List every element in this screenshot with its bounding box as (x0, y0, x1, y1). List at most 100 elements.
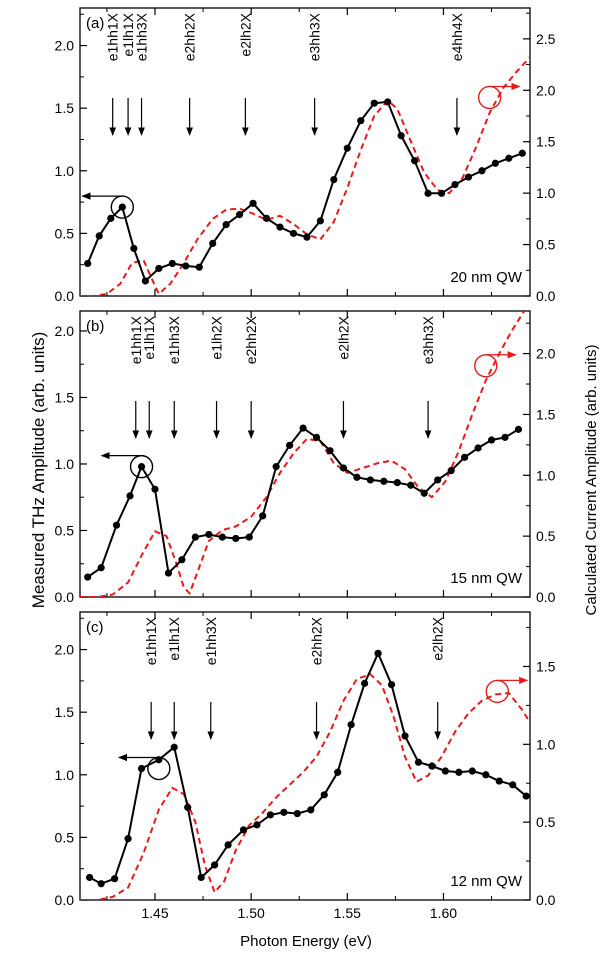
left-tick-label: 1.0 (55, 767, 75, 783)
right-tick-label: 2.0 (536, 82, 556, 98)
transition-label: e1hh3X (203, 616, 219, 665)
x-tick-label: 1.60 (430, 905, 457, 921)
measured-data-point (232, 534, 240, 543)
measured-data-point (428, 762, 436, 770)
right-tick-label: 0.5 (536, 528, 556, 544)
measured-data-point (411, 157, 419, 165)
left-tick-label: 1.5 (55, 704, 75, 720)
measured-data-point (495, 777, 503, 785)
right-tick-label: 0.5 (536, 814, 556, 830)
measured-data-point (124, 835, 132, 843)
measured-data-point (164, 569, 173, 577)
measured-data-point (280, 808, 288, 816)
measured-data-point (155, 264, 163, 273)
left-tick-label: 1.0 (55, 163, 75, 179)
panel-label: (c) (86, 619, 104, 636)
measured-data-point (141, 277, 149, 285)
right-tick-label: 0.0 (536, 589, 556, 605)
measured-data-point (482, 771, 490, 779)
measured-data-point (118, 203, 126, 211)
measured-data-point (505, 154, 513, 162)
measured-data-point (509, 781, 517, 789)
measured-data-point (468, 767, 476, 775)
panel-annotation: 15 nm QW (450, 570, 523, 587)
measured-data-point (195, 263, 203, 271)
measured-data-point (289, 229, 298, 237)
measured-series-line (86, 100, 523, 283)
measured-data-point (420, 489, 428, 497)
transition-label: e1hh3X (166, 315, 182, 364)
transition-label: e2lh2X (430, 616, 446, 660)
transition-label: e2hh2X (309, 616, 325, 665)
measured-data-point (518, 149, 526, 157)
measured-data-point (407, 481, 415, 489)
x-tick-label: 1.45 (141, 905, 168, 921)
measured-data-point (303, 233, 311, 241)
measured-data-point (326, 447, 334, 455)
right-tick-label: 1.5 (536, 658, 556, 674)
measured-data-point (97, 564, 105, 572)
measured-data-point (249, 199, 257, 207)
measured-data-point (461, 453, 469, 461)
measured-data-point (178, 556, 186, 564)
plot-frame (79, 7, 531, 297)
measured-data-point (209, 239, 217, 248)
measured-data-point (137, 764, 146, 773)
right-tick-label: 1.0 (536, 185, 556, 201)
panel-c: 1.45 1.50 1.55 1.60 0.0 0.5 1.0 1.5 2.0 0.0 0.5 1.0… (55, 611, 556, 921)
measured-data-point (447, 467, 455, 475)
left-tick-label: 2.0 (55, 642, 75, 658)
measured-data-point (111, 875, 119, 883)
left-tick-label: 0.5 (55, 829, 75, 845)
measured-data-point (84, 573, 92, 581)
measured-data-point (272, 463, 280, 471)
right-tick-label: 1.0 (536, 736, 556, 752)
left-tick-label: 0.5 (55, 225, 75, 241)
measured-data-point (384, 98, 392, 106)
x-axis-label: Photon Energy (eV) (240, 933, 372, 950)
measured-series-line (87, 426, 520, 578)
measured-data-point (522, 792, 530, 800)
transition-label: e1lh2X (209, 315, 225, 359)
measured-data-point (401, 732, 409, 740)
calculated-axis-indicator-circle (474, 354, 498, 378)
plot-frame (79, 310, 531, 598)
measured-data-point (137, 463, 146, 471)
calculated-axis-indicator-circle (485, 679, 510, 704)
measured-data-point (330, 175, 338, 184)
measured-data-point (205, 530, 213, 539)
left-tick-label: 0.0 (55, 892, 75, 908)
panel-annotation: 20 nm QW (450, 269, 523, 286)
measured-data-point (343, 144, 351, 152)
plot-frame (79, 611, 531, 901)
measured-data-point (126, 492, 134, 500)
measured-data-point (262, 214, 271, 222)
right-tick-label: 1.5 (536, 406, 556, 422)
measured-data-point (276, 223, 284, 231)
measured-data-point (245, 533, 253, 541)
x-tick-label: 1.50 (238, 905, 265, 921)
panel-annotation: 12 nm QW (450, 873, 523, 890)
measured-data-point (253, 821, 261, 829)
transition-label: e2lh2X (237, 12, 253, 56)
measured-data-point (224, 841, 232, 849)
measured-data-point (320, 791, 328, 799)
measured-data-point (168, 259, 176, 268)
measured-data-point (307, 806, 315, 814)
measured-data-point (334, 768, 342, 776)
measured-data-point (514, 425, 523, 433)
measured-data-point (366, 476, 374, 484)
right-tick-label: 2.0 (536, 346, 556, 362)
measured-data-point (437, 189, 446, 197)
right-tick-label: 1.0 (536, 467, 556, 483)
measured-data-point (259, 512, 267, 520)
measured-data-point (474, 444, 482, 452)
measured-data-point (197, 873, 205, 882)
measured-data-point (218, 533, 226, 541)
transition-label: e1hh3X (134, 12, 150, 61)
measured-data-point (95, 232, 103, 240)
measured-data-point (361, 679, 369, 687)
transition-label: e3hh3X (307, 12, 323, 61)
